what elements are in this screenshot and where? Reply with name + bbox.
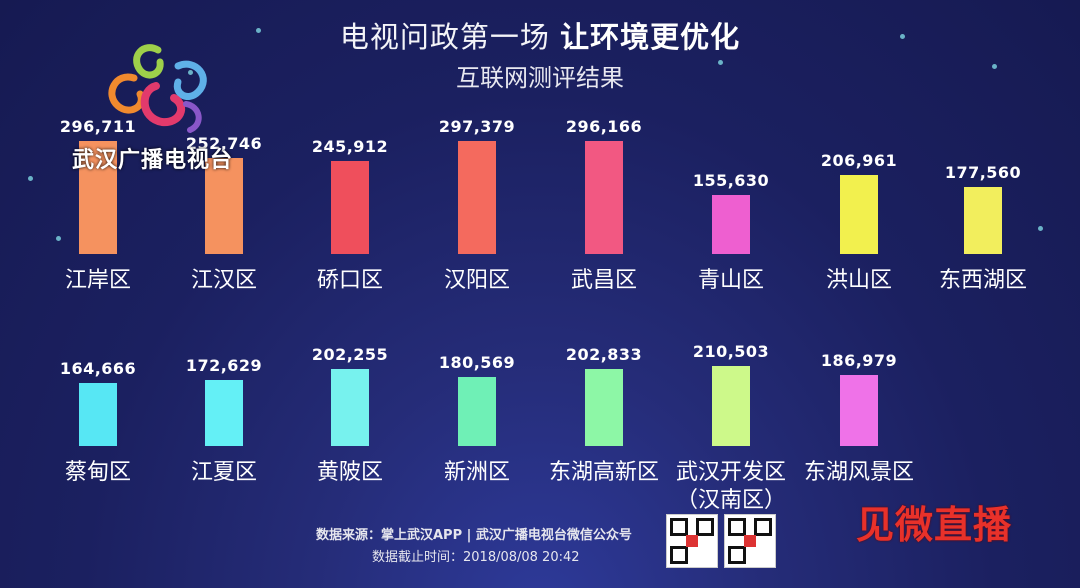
data-label: 210,503 xyxy=(692,342,770,361)
title-sub: 互联网测评结果 xyxy=(456,64,624,92)
bar-江夏区 xyxy=(205,380,243,446)
category-label: 武汉开发区 xyxy=(675,460,786,485)
bar-青山区 xyxy=(712,194,750,254)
decor-dot xyxy=(1038,226,1043,231)
data-label: 155,630 xyxy=(692,170,770,190)
title-main: 电视问政第一场 让环境更优化 xyxy=(0,14,1080,56)
category-label: 黄陂区 xyxy=(316,460,383,485)
footer-cutoff: 数据截止时间：2018/08/08 20:42 xyxy=(372,550,580,565)
bar-武汉开发区（汉南区） xyxy=(712,366,750,446)
bar-新洲区 xyxy=(458,377,496,446)
category-label: 东西湖区 xyxy=(938,268,1027,293)
data-label: 180,569 xyxy=(438,353,516,373)
bar-东西湖区 xyxy=(964,186,1002,254)
category-label: 新洲区 xyxy=(443,460,510,485)
decor-dot xyxy=(992,64,997,69)
category-label: 东湖高新区 xyxy=(548,460,659,485)
category-label: 江岸区 xyxy=(64,268,131,293)
data-label: 164,666 xyxy=(59,359,137,379)
data-label: 186,979 xyxy=(820,350,898,370)
data-label: 177,560 xyxy=(944,162,1022,182)
bar-硚口区 xyxy=(331,160,369,254)
bar-江岸区 xyxy=(79,141,117,254)
category-label: 硚口区 xyxy=(316,268,383,293)
bar-江汉区 xyxy=(205,157,243,254)
category-label: 江汉区 xyxy=(190,268,257,293)
logo-text: 武汉广播电视台 xyxy=(72,148,234,173)
title-part2: 让环境更优化 xyxy=(560,20,741,54)
category-label: 武昌区 xyxy=(570,268,637,293)
category-label: 东湖风景区 xyxy=(803,460,914,485)
data-label: 172,629 xyxy=(185,356,263,376)
bar-武昌区 xyxy=(585,141,623,254)
category-label: 蔡甸区 xyxy=(64,460,131,485)
data-label: 206,961 xyxy=(820,151,898,171)
data-label: 252,746 xyxy=(185,133,263,153)
decor-dot xyxy=(900,34,905,39)
bar-汉阳区 xyxy=(458,141,496,254)
bar-蔡甸区 xyxy=(79,383,117,446)
decor-dot xyxy=(718,60,723,65)
bar-东湖高新区 xyxy=(585,368,623,446)
watermark-logo: 见微直播 xyxy=(856,503,1013,547)
bar-洪山区 xyxy=(840,175,878,254)
qr-code-icon xyxy=(666,514,718,568)
data-label: 296,711 xyxy=(59,117,137,137)
category-label: （汉南区） xyxy=(675,488,786,513)
station-logo-icon xyxy=(108,44,207,133)
qr-code-icon xyxy=(724,514,776,568)
category-label: 江夏区 xyxy=(190,460,257,485)
category-label: 青山区 xyxy=(697,268,764,293)
decor-dot xyxy=(56,236,61,241)
decor-dot xyxy=(188,70,193,75)
data-label: 202,255 xyxy=(311,345,389,365)
decor-dot xyxy=(256,28,261,33)
bar-黄陂区 xyxy=(331,369,369,446)
decor-dot xyxy=(28,176,33,181)
footer-source: 数据来源：掌上武汉APP | 武汉广播电视台微信公众号 xyxy=(316,528,632,543)
category-label: 汉阳区 xyxy=(443,268,510,293)
data-label: 245,912 xyxy=(311,136,389,156)
category-label: 洪山区 xyxy=(825,268,892,293)
data-label: 202,833 xyxy=(565,344,643,364)
data-label: 297,379 xyxy=(438,117,516,136)
title-part1: 电视问政第一场 xyxy=(339,20,550,54)
bar-东湖风景区 xyxy=(840,374,878,446)
data-label: 296,166 xyxy=(565,117,643,137)
